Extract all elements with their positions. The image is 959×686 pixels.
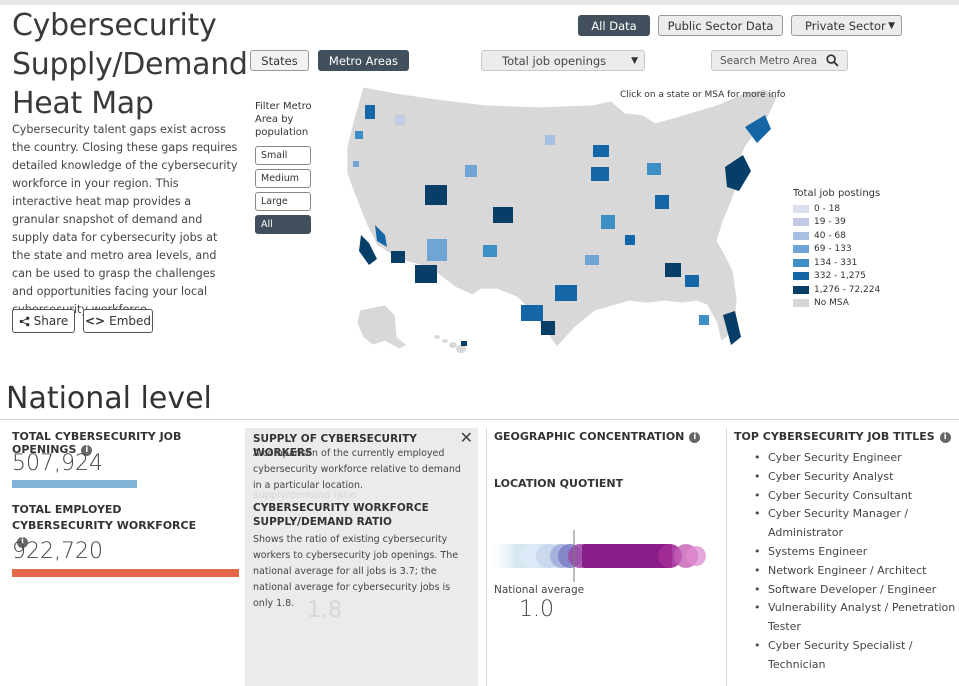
legend-swatch (793, 231, 809, 240)
legend-item: 19 - 39 (793, 216, 880, 230)
filter-large[interactable]: Large (255, 192, 311, 211)
section-divider (0, 419, 959, 420)
employed-bar (12, 569, 239, 577)
metric-select[interactable]: Total job openings ▼ (481, 50, 645, 71)
legend-swatch (793, 204, 809, 213)
private-sector-label: Private Sector (805, 18, 886, 33)
openings-label: TOTAL CYBERSECURITY JOB OPENINGS i (12, 430, 182, 456)
info-icon[interactable]: i (81, 445, 93, 456)
share-icon (19, 316, 30, 326)
tab-all-data[interactable]: All Data (578, 15, 650, 36)
private-sector-select[interactable]: Private Sector ▼ (791, 15, 902, 36)
filter-all[interactable]: All (255, 215, 311, 234)
employed-label: TOTAL EMPLOYED CYBERSECURITY WORKFORCEi (12, 503, 197, 548)
us-mainland-shape[interactable] (346, 86, 778, 348)
list-item: Cyber Security Engineer (754, 449, 959, 468)
list-item: Cyber Security Manager / Administrator (754, 505, 959, 543)
legend-item: 1,276 - 72,224 (793, 283, 880, 297)
metro-area-markers[interactable] (353, 105, 771, 346)
list-item: Cyber Security Analyst (754, 468, 959, 487)
job-titles-list: Cyber Security Engineer Cyber Security A… (750, 449, 959, 675)
legend-swatch (793, 285, 809, 294)
legend-swatch (793, 258, 809, 267)
alaska-shape[interactable] (356, 304, 408, 350)
metro-areas-button[interactable]: Metro Areas (318, 50, 409, 71)
list-item: Software Developer / Engineer (754, 581, 959, 600)
top-strip (0, 0, 959, 5)
info-icon[interactable]: i (689, 432, 701, 443)
national-average-label: National average (494, 584, 585, 596)
legend-title: Total job postings (793, 188, 881, 199)
ghost-ratio-label: supply/demand ratio (253, 490, 357, 501)
search-icon (826, 54, 839, 67)
code-icon: <> (85, 314, 106, 328)
tab-public-sector[interactable]: Public Sector Data (658, 15, 783, 36)
legend-item: 332 - 1,275 (793, 270, 880, 284)
map-hint: Click on a state or MSA for more info (620, 90, 786, 100)
states-button[interactable]: States (250, 50, 309, 71)
chevron-down-icon: ▼ (888, 20, 895, 31)
openings-value: 507,924 (12, 451, 103, 476)
legend-item: 69 - 133 (793, 243, 880, 257)
embed-label: Embed (109, 314, 151, 328)
location-quotient-strip[interactable] (492, 528, 714, 586)
search-placeholder: Search Metro Area (720, 54, 818, 67)
us-heat-map[interactable] (325, 75, 795, 380)
legend-item: 40 - 68 (793, 229, 880, 243)
page-title: Cybersecurity Supply/Demand Heat Map (12, 8, 248, 121)
openings-bar (12, 480, 137, 488)
column-divider (486, 428, 487, 686)
close-icon[interactable]: ✕ (459, 428, 473, 447)
ratio-title: CYBERSECURITY WORKFORCE SUPPLY/DEMAND RA… (253, 502, 429, 528)
list-item: Cyber Security Specialist / Technician (754, 637, 959, 675)
info-icon[interactable]: i (939, 432, 951, 443)
supply-title: SUPPLY OF CYBERSECURITY WORKERS (253, 433, 417, 459)
chevron-down-icon: ▼ (631, 55, 638, 66)
info-icon[interactable]: i (17, 537, 28, 548)
supply-info-panel: SUPPLY OF CYBERSECURITY WORKERS ✕ A comp… (245, 428, 478, 686)
legend-swatch (793, 218, 809, 227)
embed-button[interactable]: <> Embed (83, 309, 153, 333)
map-legend: Total job postings 0 - 18 19 - 39 40 - 6… (793, 188, 880, 310)
legend-item: 0 - 18 (793, 202, 880, 216)
supply-description: A comparison of the currently employed c… (253, 448, 461, 491)
filter-medium[interactable]: Medium (255, 169, 311, 188)
lq-bubbles (520, 544, 706, 568)
intro-text: Cybersecurity talent gaps exist across t… (12, 123, 238, 316)
ghost-ratio-value: 1.8 (307, 598, 342, 623)
employed-value: 922,720 (12, 539, 103, 564)
ratio-description: Shows the ratio of existing cybersecurit… (253, 534, 459, 609)
legend-item: No MSA (793, 297, 880, 311)
legend-swatch (793, 299, 809, 308)
share-label: Share (33, 314, 69, 328)
list-item: Systems Engineer (754, 543, 959, 562)
legend-item: 134 - 331 (793, 256, 880, 270)
filter-label: Filter Metro Area by population (255, 101, 312, 138)
section-title: National level (6, 381, 212, 416)
legend-swatch (793, 245, 809, 254)
filter-small[interactable]: Small (255, 146, 311, 165)
national-average-value: 1.0 (519, 597, 554, 622)
share-button[interactable]: Share (12, 309, 75, 333)
geo-label: GEOGRAPHIC CONCENTRATION i (494, 430, 701, 443)
search-input[interactable]: Search Metro Area (711, 50, 848, 71)
titles-label: TOP CYBERSECURITY JOB TITLES i (734, 430, 951, 443)
legend-swatch (793, 272, 809, 281)
lq-label: LOCATION QUOTIENT (494, 477, 624, 490)
metric-select-value: Total job openings (502, 53, 607, 68)
list-item: Network Engineer / Architect (754, 562, 959, 581)
column-divider (726, 428, 727, 686)
list-item: Cyber Security Consultant (754, 487, 959, 506)
hawaii-shape[interactable] (434, 335, 466, 353)
list-item: Vulnerability Analyst / Penetration Test… (754, 599, 959, 637)
